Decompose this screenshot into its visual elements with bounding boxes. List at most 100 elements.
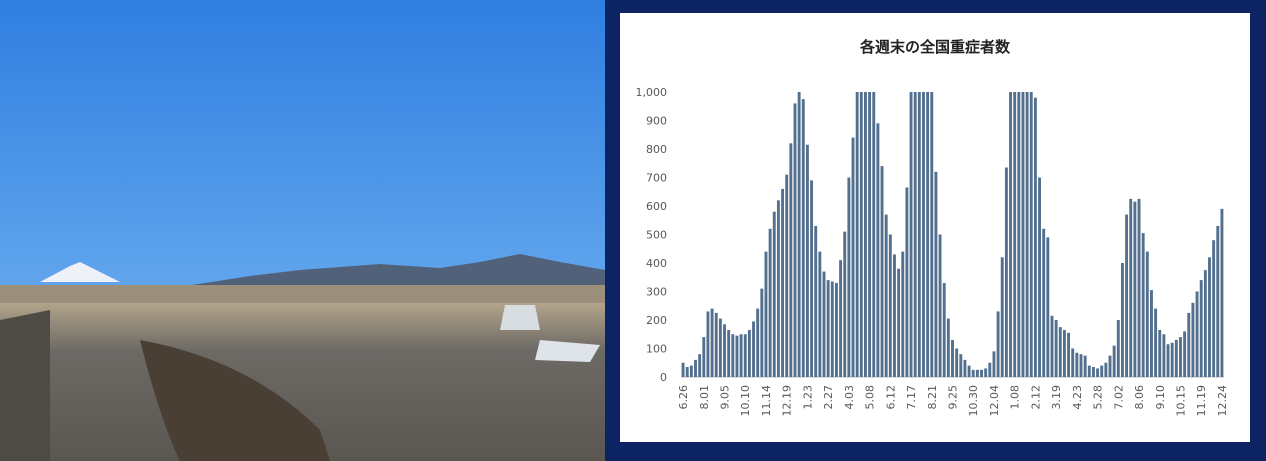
bar (760, 288, 764, 377)
bar (897, 268, 901, 377)
bar (1166, 344, 1170, 377)
x-tick-label: 4.23 (1071, 385, 1084, 410)
bar (1220, 208, 1224, 377)
bar (955, 348, 959, 377)
bar (1050, 315, 1054, 377)
bar (884, 214, 888, 377)
bar (926, 92, 930, 377)
bar (1120, 263, 1124, 377)
bar (702, 337, 706, 377)
bar (1158, 329, 1162, 377)
bar (934, 171, 938, 377)
x-tick-label: 12.19 (781, 385, 794, 417)
x-tick-label: 8.06 (1133, 385, 1146, 410)
x-tick-label: 1.23 (801, 385, 814, 410)
bar (781, 188, 785, 377)
path (0, 310, 50, 461)
bar (1112, 345, 1116, 377)
bar (980, 369, 983, 377)
shrubs (140, 340, 330, 461)
town (0, 285, 605, 303)
bar (689, 365, 693, 377)
bar (859, 92, 863, 377)
x-tick-label: 2.27 (822, 385, 835, 410)
bar (1029, 92, 1033, 377)
bar (888, 234, 892, 377)
bar (723, 324, 726, 377)
x-tick-label: 12.24 (1216, 385, 1229, 417)
y-tick-label: 100 (646, 343, 667, 356)
x-tick-label: 11.14 (760, 385, 773, 417)
x-tick-label: 8.01 (698, 385, 711, 410)
bar (1162, 334, 1166, 377)
bar (805, 144, 809, 377)
x-tick-label: 5.08 (864, 385, 877, 410)
bar (996, 311, 1000, 377)
bar (793, 103, 797, 378)
bar (1125, 214, 1129, 377)
bar (946, 318, 950, 377)
bar (913, 92, 917, 377)
bar (847, 177, 851, 377)
bar (938, 234, 942, 377)
bar (1170, 342, 1174, 377)
bar (1025, 92, 1029, 377)
bar (1000, 257, 1004, 377)
bar (1021, 92, 1025, 377)
bar (1096, 368, 1100, 377)
bar (727, 329, 731, 377)
bar (1216, 225, 1220, 377)
bar (756, 308, 760, 377)
bar (826, 280, 830, 377)
y-tick-label: 600 (646, 200, 667, 213)
bar (814, 225, 818, 377)
bar (714, 312, 718, 377)
x-tick-label: 6.12 (884, 385, 897, 410)
bar (868, 92, 872, 377)
y-tick-label: 900 (646, 115, 667, 128)
bar (685, 367, 689, 377)
bar (930, 92, 934, 377)
bar (735, 335, 739, 377)
x-tick-label: 10.15 (1174, 385, 1187, 417)
bar (1154, 308, 1158, 377)
bar (1071, 348, 1075, 377)
bar (1042, 228, 1046, 377)
bar (1062, 329, 1066, 377)
cover (535, 340, 600, 362)
bar (967, 365, 971, 377)
bar (1079, 354, 1083, 377)
bar (1203, 270, 1207, 377)
bar (1091, 367, 1095, 377)
bar (876, 123, 880, 377)
bar (1145, 251, 1149, 377)
greenhouse (500, 305, 540, 330)
bar (718, 318, 722, 377)
x-tick-label: 10.10 (739, 385, 752, 417)
bar (1038, 177, 1041, 377)
bar (743, 334, 747, 377)
bar (1150, 290, 1153, 377)
bar (1133, 201, 1137, 377)
y-tick-label: 700 (646, 172, 667, 185)
bar (694, 359, 697, 377)
bar (963, 359, 967, 377)
bar (1058, 327, 1062, 377)
bar (880, 166, 884, 377)
x-tick-label: 9.10 (1154, 385, 1167, 410)
bar (984, 368, 988, 377)
x-tick-label: 10.30 (967, 385, 980, 417)
bar (855, 92, 859, 377)
bar (839, 260, 843, 377)
bar (1208, 257, 1211, 377)
bar (710, 308, 714, 377)
x-tick-label: 7.17 (905, 385, 918, 410)
bar (764, 251, 768, 377)
bar (971, 369, 975, 377)
y-tick-label: 0 (660, 371, 667, 384)
bar (776, 200, 780, 377)
chart-title: 各週末の全国重症者数 (859, 38, 1011, 56)
bar (1004, 167, 1008, 377)
bar (922, 92, 925, 377)
bar (917, 92, 921, 377)
